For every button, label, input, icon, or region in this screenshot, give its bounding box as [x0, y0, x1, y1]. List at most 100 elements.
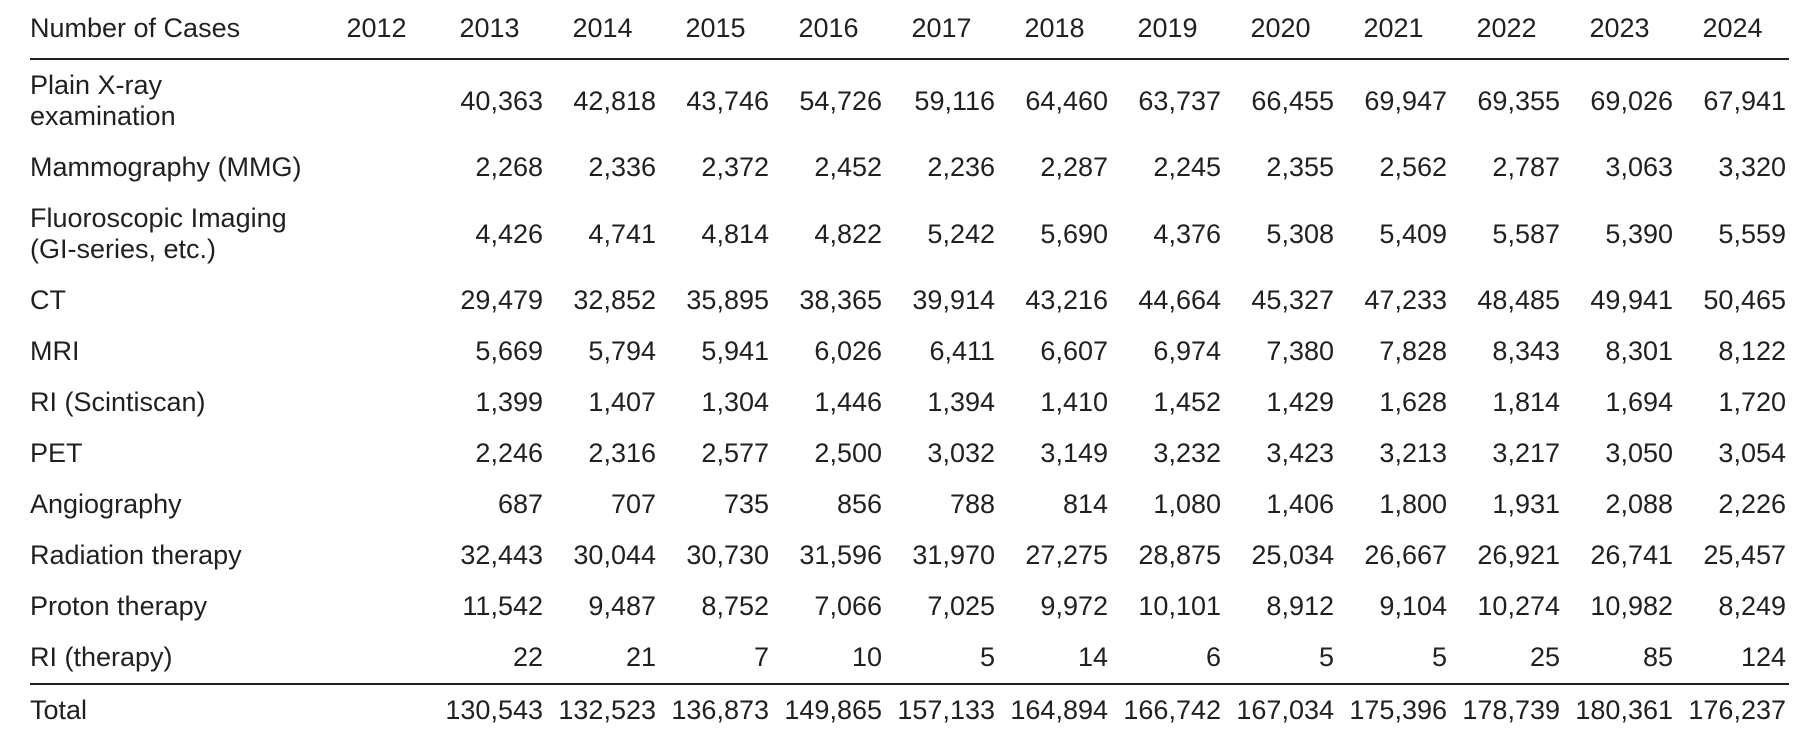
cell-value: 5,587 [1492, 218, 1560, 249]
table-row: Plain X-ray examination 40,363 42,818 43,74… [30, 59, 1789, 142]
cell-value: 43,216 [1025, 285, 1108, 315]
cell-value: 707 [610, 489, 656, 519]
cell-value: 7,066 [814, 591, 882, 621]
table-row: Angiography 687 707 735 856 788 814 1,080 1,406 1… [30, 479, 1789, 530]
cell-value: 4,426 [475, 218, 543, 249]
cell-value: 2,355 [1266, 152, 1334, 182]
cell-value: 38,365 [799, 285, 882, 315]
cell-value: 5 [1431, 642, 1447, 672]
cell-value: 788 [949, 489, 995, 519]
cell-value: 8,912 [1266, 591, 1334, 621]
cell-value: 64,460 [1025, 85, 1108, 116]
year-header-2024: 2024 [1676, 0, 1789, 60]
cell-value: 25,034 [1251, 540, 1334, 570]
cell-value: 1,814 [1492, 387, 1560, 417]
cell-value: 814 [1062, 489, 1108, 519]
cell-value: 25 [1529, 642, 1560, 672]
cell-value: 5,409 [1379, 218, 1447, 249]
cell-value: 5,794 [588, 336, 656, 366]
cell-value: 69,355 [1477, 85, 1560, 116]
cell-value: 1,407 [588, 387, 656, 417]
cell-value: 30,730 [686, 540, 769, 570]
table-row: Radiation therapy 32,443 30,044 30,730 31,59… [30, 530, 1789, 581]
row-label: MRI [30, 336, 80, 366]
cell-value: 30,044 [573, 540, 656, 570]
year-header-2017: 2017 [885, 0, 998, 60]
cell-value: 6,607 [1040, 336, 1108, 366]
cell-value: 2,236 [927, 152, 995, 182]
cell-value: 31,970 [912, 540, 995, 570]
year-header-2012: 2012 [320, 0, 433, 60]
total-cell-value: 166,742 [1111, 683, 1224, 736]
table-row: Proton therapy 11,542 9,487 8,752 7,066 7,025… [30, 581, 1789, 632]
cell-value: 14 [1077, 642, 1108, 672]
cell-value [320, 275, 433, 326]
cell-value: 69,026 [1590, 85, 1673, 116]
row-label: Angiography [30, 489, 182, 519]
year-header-2018: 2018 [998, 0, 1111, 60]
total-row-label: Total [30, 683, 320, 736]
cell-value: 3,320 [1718, 152, 1786, 182]
cell-value: 10,274 [1477, 591, 1560, 621]
cell-value [320, 479, 433, 530]
cell-value: 3,032 [927, 438, 995, 468]
table-total-row: Total 130,543 132,523 136,873 149,865 157,13… [30, 683, 1789, 736]
cell-value: 9,972 [1040, 591, 1108, 621]
cell-value: 5,390 [1605, 218, 1673, 249]
cell-value: 42,818 [573, 85, 656, 116]
cell-value: 2,246 [475, 438, 543, 468]
cell-value: 5,941 [701, 336, 769, 366]
number-of-cases-table: Number of Cases 2012 2013 2014 2015 2016 2017… [30, 0, 1789, 736]
cell-value: 10 [851, 642, 882, 672]
cell-value: 124 [1740, 642, 1786, 672]
cell-value: 2,316 [588, 438, 656, 468]
total-cell-value: 149,865 [772, 683, 885, 736]
cell-value: 1,080 [1153, 489, 1221, 519]
cell-value: 2,500 [814, 438, 882, 468]
cell-value: 3,217 [1492, 438, 1560, 468]
cell-value: 2,372 [701, 152, 769, 182]
cell-value: 7,380 [1266, 336, 1334, 366]
cell-value: 32,443 [460, 540, 543, 570]
cell-value [320, 428, 433, 479]
cell-value: 31,596 [799, 540, 882, 570]
cell-value: 59,116 [914, 85, 995, 116]
table-row: MRI 5,669 5,794 5,941 6,026 6,411 6,607 6,974 7,… [30, 326, 1789, 377]
year-header-2019: 2019 [1111, 0, 1224, 60]
cell-value [320, 193, 433, 275]
cell-value: 3,050 [1605, 438, 1673, 468]
cell-value: 43,746 [686, 85, 769, 116]
cell-value: 32,852 [573, 285, 656, 315]
year-header-2014: 2014 [546, 0, 659, 60]
cell-value: 7,828 [1379, 336, 1447, 366]
cell-value: 5,690 [1040, 218, 1108, 249]
total-cell-value: 178,739 [1450, 683, 1563, 736]
cell-value: 8,752 [701, 591, 769, 621]
cell-value: 26,921 [1477, 540, 1560, 570]
year-header-2023: 2023 [1563, 0, 1676, 60]
cell-value: 39,914 [912, 285, 995, 315]
cell-value: 8,122 [1718, 336, 1786, 366]
cell-value: 35,895 [686, 285, 769, 315]
row-label: PET [30, 438, 83, 468]
cell-value: 6,411 [929, 336, 995, 366]
cell-value: 4,822 [814, 218, 882, 249]
row-label: CT [30, 285, 66, 315]
cell-value: 1,304 [701, 387, 769, 417]
total-cell-value: 157,133 [885, 683, 998, 736]
total-cell-value: 130,543 [433, 683, 546, 736]
cell-value: 2,245 [1153, 152, 1221, 182]
total-cell-value: 175,396 [1337, 683, 1450, 736]
cell-value: 856 [836, 489, 882, 519]
cell-value: 4,376 [1153, 218, 1221, 249]
cell-value: 1,800 [1379, 489, 1447, 519]
cell-value: 5,669 [475, 336, 543, 366]
cell-value: 7 [753, 642, 769, 672]
cell-value: 63,737 [1138, 85, 1221, 116]
cell-value: 3,063 [1605, 152, 1673, 182]
year-header-2020: 2020 [1224, 0, 1337, 60]
cell-value: 1,694 [1605, 387, 1673, 417]
cell-value: 3,149 [1040, 438, 1108, 468]
cell-value: 5 [979, 642, 995, 672]
cell-value: 2,268 [475, 152, 543, 182]
